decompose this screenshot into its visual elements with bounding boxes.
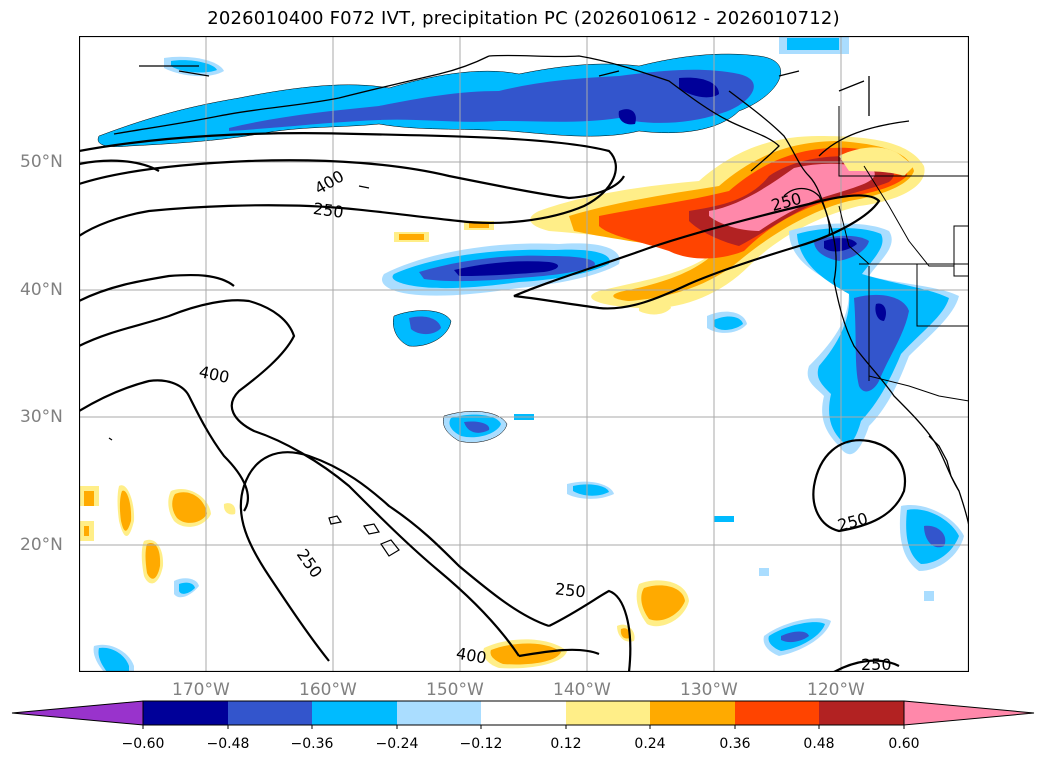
lon-label-170w: 170°W [172, 680, 230, 700]
lon-label-140w: 140°W [553, 680, 611, 700]
contour-label-250-a: 250 [312, 199, 345, 222]
colorbar-bin-4 [397, 701, 481, 725]
colorbar-bin-7 [650, 701, 735, 725]
colorbar-tick-9: 0.48 [803, 736, 835, 752]
borders [838, 106, 969, 402]
contour-label-250-f: 250 [861, 655, 892, 672]
contour-label-250-d: 250 [554, 579, 586, 601]
colorbar-bin-1 [143, 701, 228, 725]
lat-label-30n: 30°N [20, 407, 63, 427]
colorbar-tick-10: 0.60 [888, 736, 920, 752]
colorbar-tick-5: −0.12 [459, 736, 503, 752]
colorbar-tick-4: −0.24 [375, 736, 419, 752]
lat-label-20n: 20°N [20, 535, 63, 555]
colorbar-bin-8 [735, 701, 819, 725]
colorbar-bin-2 [228, 701, 312, 725]
colorbar-bin-9 [819, 701, 904, 725]
lon-label-150w: 150°W [426, 680, 484, 700]
lon-label-160w: 160°W [299, 680, 357, 700]
colorbar-tick-8: 0.36 [719, 736, 751, 752]
colorbar-tick-2: −0.48 [206, 736, 250, 752]
colorbar-bin-6 [566, 701, 650, 725]
lat-label-50n: 50°N [20, 152, 63, 172]
islands [108, 185, 400, 557]
graticule [79, 36, 969, 672]
lon-label-130w: 130°W [680, 680, 738, 700]
map-title: 2026010400 F072 IVT, precipitation PC (2… [207, 8, 840, 29]
colorbar-tick-3: −0.36 [290, 736, 334, 752]
pos-region-ar-core [709, 163, 875, 231]
lat-label-40n: 40°N [20, 280, 63, 300]
colorbar [11, 700, 1035, 729]
lon-label-120w: 120°W [807, 680, 865, 700]
colorbar-tick-7: 0.24 [634, 736, 666, 752]
colorbar-over-extension [903, 700, 1035, 726]
colorbar-bin-5 [481, 701, 566, 725]
ivt-contours [79, 132, 907, 672]
colorbar-tick-6: 0.12 [550, 736, 582, 752]
map-panel: 400 250 250 400 250 250 400 250 250 [79, 36, 969, 672]
colorbar-under-extension [11, 700, 144, 726]
colorbar-tick-1: −0.60 [121, 736, 165, 752]
colorbar-bin-3 [312, 701, 397, 725]
neg-region-north-core [679, 77, 719, 98]
coastlines [113, 54, 969, 527]
